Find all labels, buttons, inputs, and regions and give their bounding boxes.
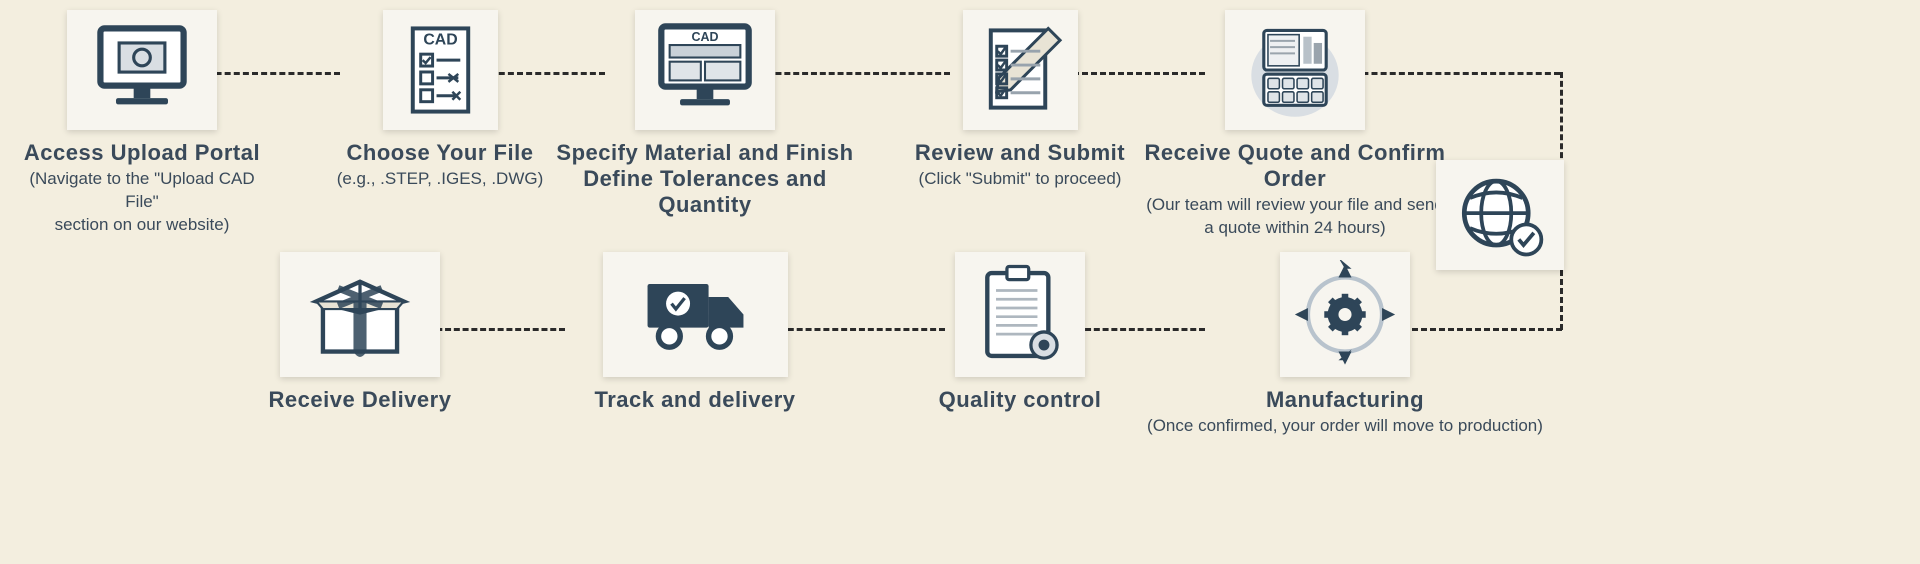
truck-check-icon bbox=[603, 252, 788, 377]
step-subtitle: (Navigate to the "Upload CAD File" secti… bbox=[12, 168, 272, 237]
checklist-pen-icon bbox=[963, 10, 1078, 130]
monitor-cad-icon: CAD bbox=[635, 10, 775, 130]
step-upload: Access Upload Portal(Navigate to the "Up… bbox=[12, 10, 272, 237]
step-title: Receive Delivery bbox=[230, 387, 490, 413]
package-icon bbox=[280, 252, 440, 377]
step-choose: CAD Choose Your File(e.g., .STEP, .IGES,… bbox=[320, 10, 560, 191]
step-title: Specify Material and Finish Define Toler… bbox=[545, 140, 865, 218]
gear-target-icon bbox=[1280, 252, 1410, 377]
connector bbox=[1560, 72, 1563, 167]
process-flow-diagram: Access Upload Portal(Navigate to the "Up… bbox=[0, 0, 1920, 564]
step-title: Review and Submit bbox=[890, 140, 1150, 166]
step-subtitle: (Once confirmed, your order will move to… bbox=[1135, 415, 1555, 438]
monitor-upload-icon bbox=[67, 10, 217, 130]
step-title: Access Upload Portal bbox=[12, 140, 272, 166]
step-specify: CAD Specify Material and Finish Define T… bbox=[545, 10, 865, 218]
step-title: Track and delivery bbox=[545, 387, 845, 413]
step-subtitle: (Our team will review your file and send… bbox=[1115, 194, 1475, 240]
step-title: Choose Your File bbox=[320, 140, 560, 166]
step-track: Track and delivery bbox=[545, 252, 845, 413]
step-qc: Quality control bbox=[890, 252, 1150, 413]
step-review: Review and Submit(Click "Submit" to proc… bbox=[890, 10, 1150, 191]
svg-text:CAD: CAD bbox=[691, 30, 718, 44]
step-subtitle: (e.g., .STEP, .IGES, .DWG) bbox=[320, 168, 560, 191]
svg-text:CAD: CAD bbox=[423, 31, 457, 48]
step-title: Manufacturing bbox=[1135, 387, 1555, 413]
step-subtitle: (Click "Submit" to proceed) bbox=[890, 168, 1150, 191]
step-manufacturing: Manufacturing(Once confirmed, your order… bbox=[1135, 252, 1555, 438]
step-title: Quality control bbox=[890, 387, 1150, 413]
quote-machine-icon bbox=[1225, 10, 1365, 130]
step-receive: Receive Delivery bbox=[230, 252, 490, 413]
file-cad-icon: CAD bbox=[383, 10, 498, 130]
clipboard-inspect-icon bbox=[955, 252, 1085, 377]
step-quote: Receive Quote and Confirm Order(Our team… bbox=[1115, 10, 1475, 240]
connector bbox=[1560, 270, 1563, 330]
step-title: Receive Quote and Confirm Order bbox=[1115, 140, 1475, 192]
